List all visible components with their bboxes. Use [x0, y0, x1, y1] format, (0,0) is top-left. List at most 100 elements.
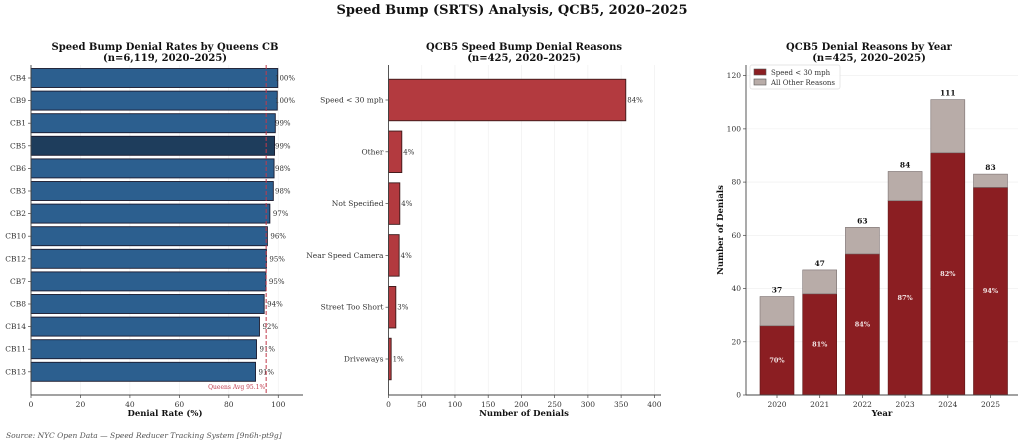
x-tick-label: 200 [514, 400, 529, 409]
panel2-xlabel: Number of Denials [479, 409, 569, 419]
bar-share-label: 94% [983, 287, 999, 295]
bar-cb9 [30, 90, 278, 111]
bar-share-label: 87% [897, 294, 913, 302]
panel3-axes: 0 20 40 60 80 100 120 2020 2021 2022 2023 2024 2025 [727, 65, 1018, 409]
y-tick-label: Speed < 30 mph [320, 96, 384, 105]
x-tick-label: 0 [29, 400, 34, 409]
bar-value-label: 98% [275, 188, 291, 196]
bar-share-label: 84% [855, 320, 871, 328]
bar-cb11 [30, 339, 257, 360]
y-tick-label: 120 [727, 71, 742, 80]
x-tick-label: 2025 [981, 400, 1000, 409]
x-tick-label: 40 [125, 400, 135, 409]
panel3-xlabel: Year [871, 409, 893, 419]
x-tick-label: 2020 [767, 400, 786, 409]
x-tick-label: 350 [614, 400, 629, 409]
x-tick-label: 250 [547, 400, 562, 409]
panel-denial-rates-by-cb: Speed Bump Denial Rates by Queens CB (n=… [5, 42, 303, 419]
bar-value-label: 94% [267, 301, 283, 309]
x-tick-label: 20 [76, 400, 86, 409]
bar-share-label: 81% [812, 340, 828, 348]
bar-speed-2023 [887, 200, 923, 396]
bar-value-label: 96% [270, 233, 286, 241]
bar-cb1 [30, 113, 276, 134]
x-tick-label: 2022 [853, 400, 872, 409]
bar-total-label: 111 [940, 89, 956, 98]
x-tick-label: 2021 [810, 400, 829, 409]
bar-cb5 [30, 135, 276, 156]
panel2-title: QCB5 Speed Bump Denial Reasons [426, 42, 622, 53]
bar-other-2021 [802, 269, 838, 295]
bar-value-label: 99% [275, 120, 291, 128]
y-tick-label: CB4 [10, 74, 26, 83]
legend-swatch-speed [753, 68, 767, 76]
bar-value-label: 100% [275, 97, 295, 105]
panel1-xlabel: Denial Rate (%) [127, 408, 202, 419]
panel1-subtitle: (n=6,119, 2020–2025) [103, 53, 227, 64]
bar-street-too-short [388, 286, 397, 329]
figure-suptitle: Speed Bump (SRTS) Analysis, QCB5, 2020–2… [337, 3, 688, 18]
y-tick-label: Driveways [344, 355, 384, 364]
bar-value-label: 91% [260, 346, 276, 354]
panel1-title: Speed Bump Denial Rates by Queens CB [52, 42, 279, 53]
y-tick-label: CB9 [10, 96, 26, 105]
panel-denial-reasons: QCB5 Speed Bump Denial Reasons (n=425, 2… [306, 42, 661, 419]
bar-total-label: 63 [857, 216, 867, 225]
x-tick-label: 2023 [896, 400, 915, 409]
legend-label-other: All Other Reasons [770, 79, 835, 87]
bar-speed-2021 [802, 293, 838, 396]
panel3-subtitle: (n=425, 2020–2025) [812, 53, 926, 64]
x-tick-label: 2024 [938, 400, 957, 409]
bar-total-label: 47 [814, 259, 824, 268]
bar-cb4 [30, 68, 279, 88]
bar-value-label: 97% [273, 210, 289, 218]
bar-other-2022 [845, 227, 880, 255]
y-tick-label: Other [361, 147, 383, 156]
bar-cb10 [30, 226, 268, 247]
bar-value-label: 4% [401, 200, 412, 208]
bar-cb6 [30, 158, 275, 179]
panel2-bars: 84% 4% 4% 4% 3% 1% [388, 78, 643, 381]
bar-near-speed-camera [388, 234, 400, 277]
panel3-legend: Speed < 30 mph All Other Reasons [749, 64, 841, 90]
bar-value-label: 95% [269, 278, 285, 286]
y-tick-label: CB6 [10, 164, 26, 173]
bar-other-2023 [887, 171, 923, 202]
bar-other [388, 130, 403, 174]
bar-value-label: 98% [275, 165, 291, 173]
bar-value-label: 92% [262, 323, 278, 331]
bar-cb12 [30, 248, 267, 269]
y-tick-label: 40 [731, 284, 741, 293]
bar-share-label: 70% [769, 356, 785, 364]
bar-value-label: 3% [397, 304, 408, 312]
panel3-ylabel: Number of Denials [716, 185, 726, 275]
panel2-subtitle: (n=425, 2020–2025) [467, 53, 581, 64]
bar-value-label: 95% [269, 255, 285, 263]
x-tick-label: 60 [175, 400, 185, 409]
bar-value-label: 1% [393, 356, 404, 364]
bar-speed-2024 [930, 152, 966, 396]
y-tick-label: CB13 [5, 367, 26, 376]
y-tick-label: CB12 [5, 254, 26, 263]
x-tick-label: 80 [224, 400, 234, 409]
bar-value-label: 100% [275, 75, 295, 83]
queens-average-label: Queens Avg 95.1% [208, 384, 265, 391]
bar-value-label: 84% [627, 97, 643, 105]
legend-swatch-other [753, 78, 767, 86]
bar-other-2025 [973, 173, 1008, 188]
bar-speed-2022 [845, 253, 880, 396]
x-tick-label: 50 [417, 400, 427, 409]
panel-reasons-by-year: QCB5 Denial Reasons by Year (n=425, 2020… [716, 42, 1018, 419]
y-tick-label: CB2 [10, 209, 26, 218]
panel3-title: QCB5 Denial Reasons by Year [786, 42, 953, 53]
y-tick-label: CB1 [10, 119, 26, 128]
x-tick-label: 300 [581, 400, 596, 409]
bar-cb2 [30, 203, 271, 224]
bar-share-label: 82% [940, 270, 956, 278]
bar-not-specified [388, 182, 401, 225]
y-tick-label: CB11 [5, 345, 26, 354]
y-tick-label: 80 [731, 178, 741, 187]
bar-cb8 [30, 294, 265, 314]
y-tick-label: CB3 [10, 187, 26, 196]
